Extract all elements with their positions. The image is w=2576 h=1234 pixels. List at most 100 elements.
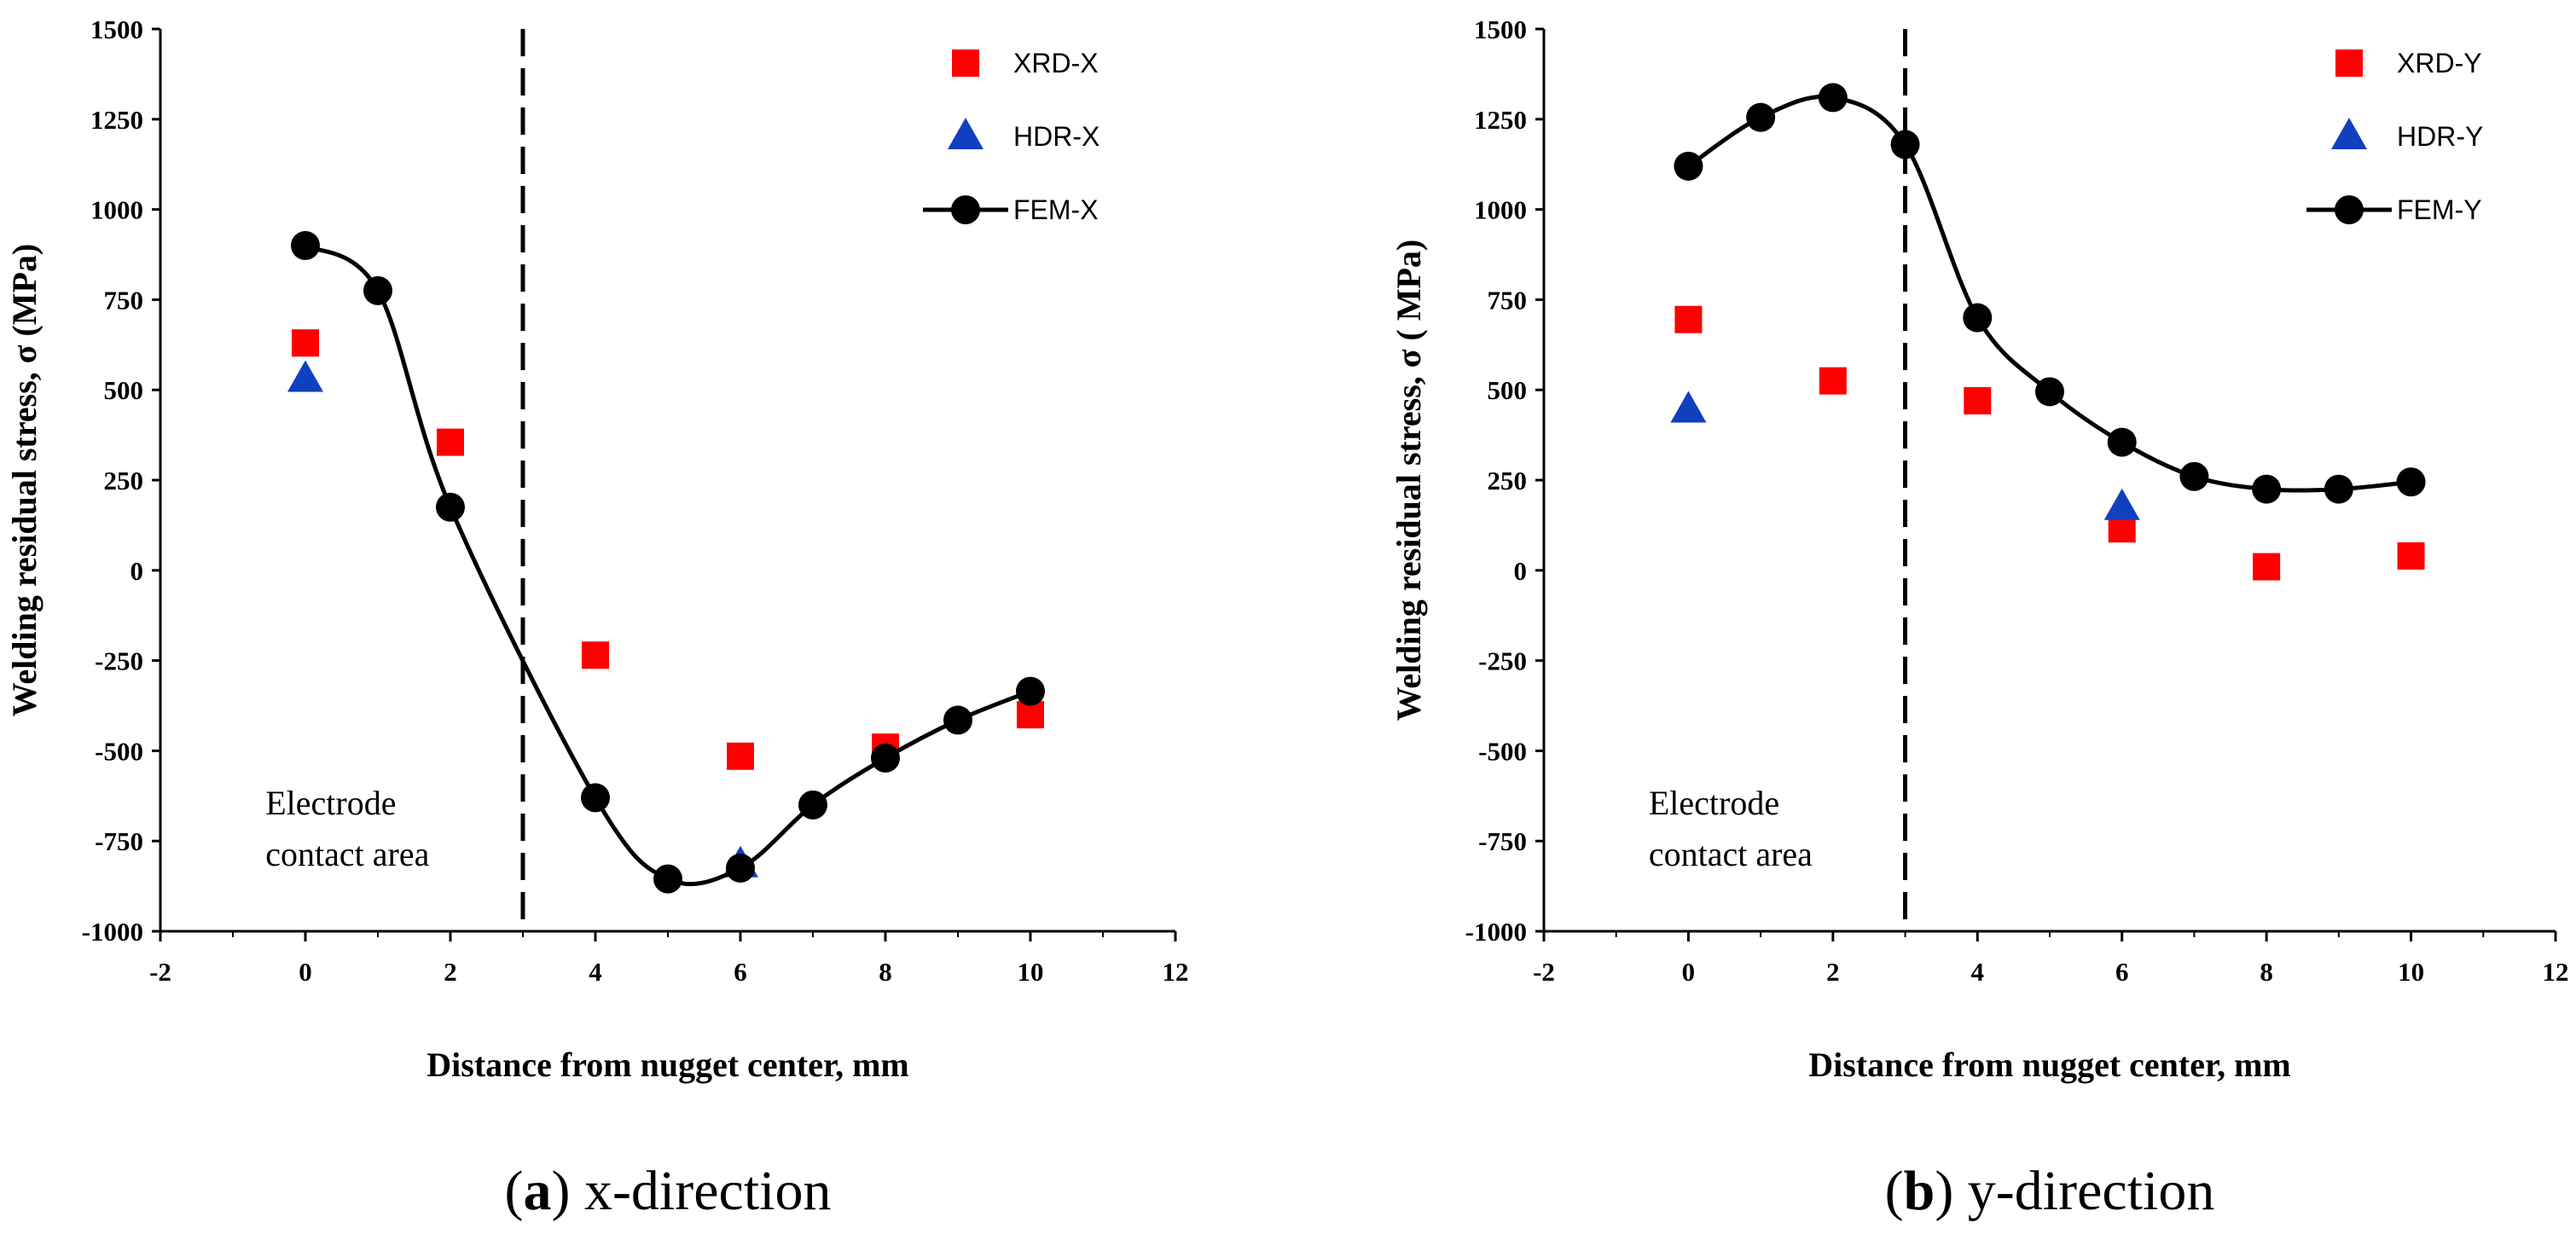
caption-letter: a [523, 1160, 551, 1222]
data-point-circle [291, 230, 320, 260]
x-tick-label: 6 [734, 957, 747, 987]
y-tick-label: 750 [1488, 285, 1528, 315]
data-point-circle [363, 275, 392, 305]
data-point-square [2397, 542, 2425, 570]
y-tick-label: 1000 [1474, 195, 1527, 225]
data-point-circle [2396, 467, 2426, 497]
data-point-circle [798, 790, 827, 820]
y-tick-label: 250 [1488, 466, 1528, 495]
legend-label: FEM-Y [2397, 194, 2482, 225]
x-tick-label: 0 [1682, 957, 1696, 987]
series-hdr-y [1670, 391, 2140, 520]
legend-label: HDR-Y [2397, 121, 2483, 152]
caption-text: ) y-direction [1935, 1160, 2214, 1222]
data-point-circle [2335, 195, 2364, 224]
region-label-line1: Electrode [1649, 784, 1779, 822]
panel-caption: (a) x-direction [504, 1160, 831, 1222]
x-tick-label: 4 [1971, 957, 1985, 987]
data-point-circle [581, 783, 610, 813]
data-point-square [1674, 305, 1703, 333]
legend-label: XRD-X [1013, 48, 1099, 78]
y-tick-label: 500 [1488, 375, 1528, 405]
data-point-circle [726, 853, 755, 883]
y-tick-label: 0 [131, 556, 144, 586]
y-tick-label: 250 [104, 466, 144, 495]
data-point-circle [2324, 474, 2353, 504]
y-tick-label: 1500 [1474, 14, 1527, 44]
x-tick-label: -2 [1533, 957, 1555, 987]
data-point-circle [1963, 303, 1993, 333]
legend-item-fem-x: FEM-X [923, 194, 1099, 225]
caption-text: ) x-direction [551, 1160, 831, 1222]
y-tick-label: 750 [104, 285, 144, 315]
y-tick-label: 1500 [90, 14, 143, 44]
x-tick-label: 12 [1163, 957, 1189, 987]
data-point-circle [1674, 151, 1703, 181]
y-tick-label: -500 [1478, 736, 1527, 766]
legend-item-hdr-y: HDR-Y [2331, 118, 2483, 152]
x-tick-label: 2 [1826, 957, 1840, 987]
data-point-triangle [1670, 391, 1707, 423]
y-tick-label: -1000 [82, 917, 143, 947]
legend-label: XRD-Y [2397, 48, 2482, 78]
y-tick-label: 500 [104, 375, 144, 405]
data-point-square [1819, 367, 1847, 395]
x-tick-label: 10 [2398, 957, 2424, 987]
data-point-circle [1016, 676, 1045, 706]
data-point-circle [951, 195, 980, 224]
data-point-circle [1818, 83, 1848, 113]
caption-letter: b [1904, 1160, 1935, 1222]
legend-item-xrd-y: XRD-Y [2335, 48, 2482, 78]
y-tick-label: -1000 [1465, 917, 1527, 947]
y-axis-title: Welding residual stress, σ ( MPa) [1390, 240, 1428, 721]
data-point-square [727, 742, 754, 770]
legend-item-hdr-x: HDR-X [948, 118, 1099, 152]
data-point-circle [2252, 474, 2282, 504]
data-point-square [2253, 553, 2281, 581]
x-tick-label: 2 [444, 957, 457, 987]
y-tick-label: -250 [95, 646, 143, 676]
data-point-circle [2035, 377, 2064, 407]
legend-label: FEM-X [1013, 194, 1099, 225]
data-point-triangle [287, 360, 323, 392]
chart-panel-b: -1000 -750 -500 -250 0 250 500 750 1000 1250 1500 -… [1390, 14, 2569, 1222]
region-label-line1: Electrode [265, 784, 396, 822]
y-tick-label: 1250 [1474, 105, 1527, 135]
data-point-circle [871, 743, 900, 773]
data-point-triangle [2331, 118, 2367, 149]
data-point-triangle [2103, 488, 2140, 520]
y-tick-label: -750 [1478, 826, 1527, 856]
data-point-square [2335, 49, 2363, 77]
series-xrd-y [1674, 305, 2425, 581]
data-point-circle [1890, 130, 1920, 159]
x-tick-label: -2 [149, 957, 171, 987]
legend-item-fem-y: FEM-Y [2306, 194, 2482, 225]
y-tick-label: 1000 [90, 195, 143, 225]
legend-item-xrd-x: XRD-X [952, 48, 1099, 78]
x-axis-title: Distance from nugget center, mm [1808, 1046, 2290, 1084]
caption-paren-open: ( [504, 1160, 523, 1222]
region-label-line2: contact area [265, 835, 429, 873]
x-tick-label: 6 [2115, 957, 2129, 987]
x-axis-title: Distance from nugget center, mm [426, 1046, 908, 1084]
chart-panel-a: -1000 -750 -500 -250 0 250 500 750 1000 1250 1500 -… [5, 14, 1189, 1222]
y-tick-label: -250 [1478, 646, 1527, 676]
y-tick-label: 0 [1514, 556, 1528, 586]
x-tick-label: 8 [2260, 957, 2273, 987]
data-point-square [582, 641, 609, 669]
series-line [304, 243, 1031, 887]
x-tick-label: 10 [1018, 957, 1044, 987]
series-line [1687, 94, 2411, 493]
legend-label: HDR-X [1013, 121, 1099, 152]
series-xrd-x [292, 329, 1044, 770]
data-point-circle [653, 864, 682, 894]
data-point-square [1964, 386, 1992, 414]
y-tick-label: -750 [95, 826, 143, 856]
data-point-circle [943, 705, 972, 735]
x-tick-label: 0 [299, 957, 312, 987]
panel-caption: (b) y-direction [1885, 1160, 2215, 1222]
data-point-triangle [948, 118, 983, 149]
caption-paren-open: ( [1885, 1160, 1904, 1222]
series-fem-y [1674, 83, 2426, 504]
